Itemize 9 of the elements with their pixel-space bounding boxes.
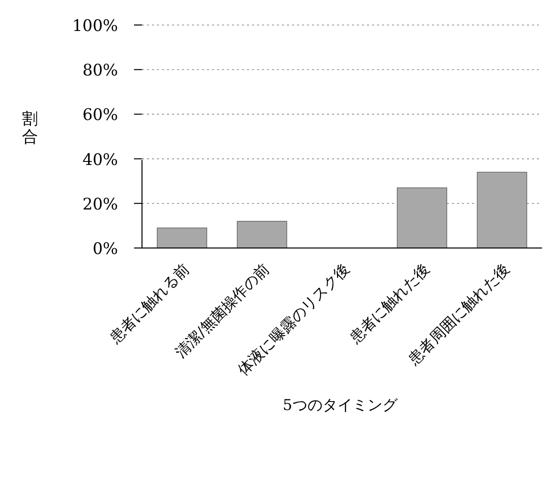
y-tick-label: 100% <box>72 16 118 35</box>
y-tick-label: 40% <box>82 150 118 169</box>
x-axis-title: 5つのタイミング <box>282 396 398 414</box>
y-tick-label: 80% <box>82 60 118 80</box>
y-tick-label: 20% <box>82 194 118 214</box>
ylabel: 割 <box>22 109 38 128</box>
y-tick-label: 0% <box>92 239 118 258</box>
y-tick-label: 60% <box>82 105 118 124</box>
ylabel: 合 <box>22 127 38 146</box>
